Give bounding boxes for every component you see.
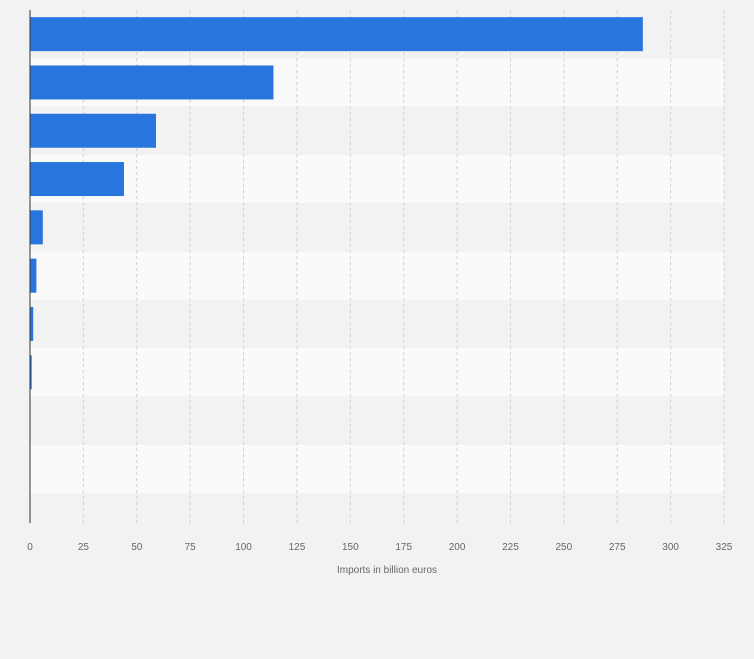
x-tick-label: 150 (342, 542, 359, 553)
x-tick-label: 325 (716, 542, 733, 553)
row-band (30, 493, 724, 523)
x-tick-label: 0 (27, 542, 33, 553)
bar (30, 210, 43, 245)
row-band (30, 251, 724, 300)
bar (30, 17, 643, 52)
x-tick-label: 50 (131, 542, 143, 553)
bar (30, 306, 34, 341)
x-axis-ticks: 0 25 50 75 100 125 150 175 200 225 250 275 300 325 (27, 542, 733, 553)
x-axis-title: Imports in billion euros (337, 565, 437, 576)
row-bands (30, 10, 724, 523)
row-band (30, 203, 724, 252)
row-band (30, 444, 724, 493)
bars (30, 17, 643, 390)
row-band (30, 299, 724, 349)
row-band (30, 396, 724, 445)
bar (30, 258, 37, 293)
x-tick-label: 25 (78, 542, 90, 553)
x-tick-label: 275 (609, 542, 626, 553)
x-tick-label: 100 (235, 542, 252, 553)
x-tick-label: 225 (502, 542, 519, 553)
x-tick-label: 75 (185, 542, 197, 553)
row-band (30, 348, 724, 397)
bar (30, 355, 32, 390)
x-tick-label: 250 (556, 542, 573, 553)
x-tick-label: 125 (289, 542, 306, 553)
x-tick-label: 175 (395, 542, 412, 553)
x-tick-label: 200 (449, 542, 466, 553)
gridlines (82, 10, 725, 523)
bar (30, 65, 274, 100)
bar (30, 162, 124, 197)
row-band (30, 154, 724, 204)
bar (30, 113, 156, 148)
x-tick-label: 300 (662, 542, 679, 553)
